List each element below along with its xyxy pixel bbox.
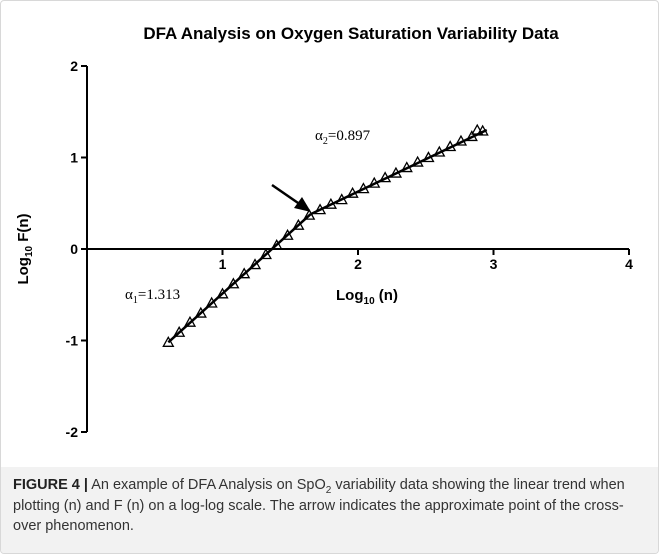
x-axis-label: Log10 (n) <box>336 287 398 307</box>
data-point <box>400 161 413 173</box>
data-point <box>238 267 251 279</box>
data-point <box>454 134 468 146</box>
arrow-head <box>294 197 311 212</box>
data-point <box>444 140 457 152</box>
y-tick-label: 0 <box>70 241 78 257</box>
annotation-text: =0.897 <box>328 128 371 144</box>
data-point <box>357 182 370 194</box>
y-axis-label-part: Log <box>15 257 32 285</box>
x-tick-label: 4 <box>625 256 633 272</box>
y-tick-label: -1 <box>66 333 79 349</box>
data-point <box>313 203 327 215</box>
x-tick-label: 2 <box>354 256 362 272</box>
caption-text: An example of DFA Analysis on SpO <box>87 477 326 493</box>
data-point <box>194 306 207 318</box>
data-point <box>471 123 484 135</box>
chart-title: DFA Analysis on Oxygen Saturation Variab… <box>143 24 559 43</box>
data-point <box>324 197 338 209</box>
y-tick-label: -2 <box>66 424 79 440</box>
data-point <box>205 296 218 308</box>
y-axis-label-part: F(n) <box>15 213 32 245</box>
data-point <box>422 151 435 163</box>
data-point <box>335 193 348 205</box>
y-tick-label: 1 <box>70 150 78 166</box>
x-axis-label-sub: 10 <box>364 296 376 307</box>
x-tick-label: 3 <box>490 256 498 272</box>
data-point <box>248 258 262 270</box>
x-axis-label-part: Log <box>336 287 364 304</box>
annotation-sub: 1 <box>133 295 138 306</box>
data-point <box>227 277 240 289</box>
x-axis-label-part: (n) <box>375 287 398 304</box>
data-point <box>433 145 446 157</box>
y-tick-label: 2 <box>70 58 78 74</box>
annotation: α2=0.897 <box>315 128 371 147</box>
annotation: α1=1.313 <box>125 287 180 306</box>
annotation-sub: 2 <box>323 136 328 147</box>
data-point <box>292 218 305 230</box>
caption-label: FIGURE 4 | <box>13 477 88 493</box>
data-point <box>216 287 229 299</box>
annotation-text: =1.313 <box>138 287 180 303</box>
data-point <box>411 155 424 167</box>
data-point <box>303 208 316 220</box>
data-point <box>281 228 294 240</box>
y-axis-label: Log10 F(n) <box>15 213 35 284</box>
annotation-symbol: α <box>125 287 133 303</box>
annotation-symbol: α <box>315 128 323 144</box>
arrow-shaft <box>271 183 302 207</box>
caption-sub: 2 <box>325 484 332 496</box>
data-point <box>162 335 175 347</box>
data-point <box>173 325 186 337</box>
data-point <box>183 315 197 327</box>
caption: FIGURE 4 | An example of DFA Analysis on… <box>1 467 658 553</box>
data-point <box>346 186 359 198</box>
data-point <box>476 124 489 136</box>
y-axis-label-sub: 10 <box>24 245 35 257</box>
data-point <box>259 248 272 260</box>
data-point <box>270 239 283 250</box>
data-point <box>389 166 403 178</box>
data-point <box>465 130 478 142</box>
data-point <box>368 176 381 188</box>
chart: DFA Analysis on Oxygen Saturation Variab… <box>15 24 633 440</box>
caption-text: variability data showing the linear tren… <box>13 477 625 534</box>
data-point <box>378 171 392 183</box>
x-tick-label: 1 <box>219 256 227 272</box>
